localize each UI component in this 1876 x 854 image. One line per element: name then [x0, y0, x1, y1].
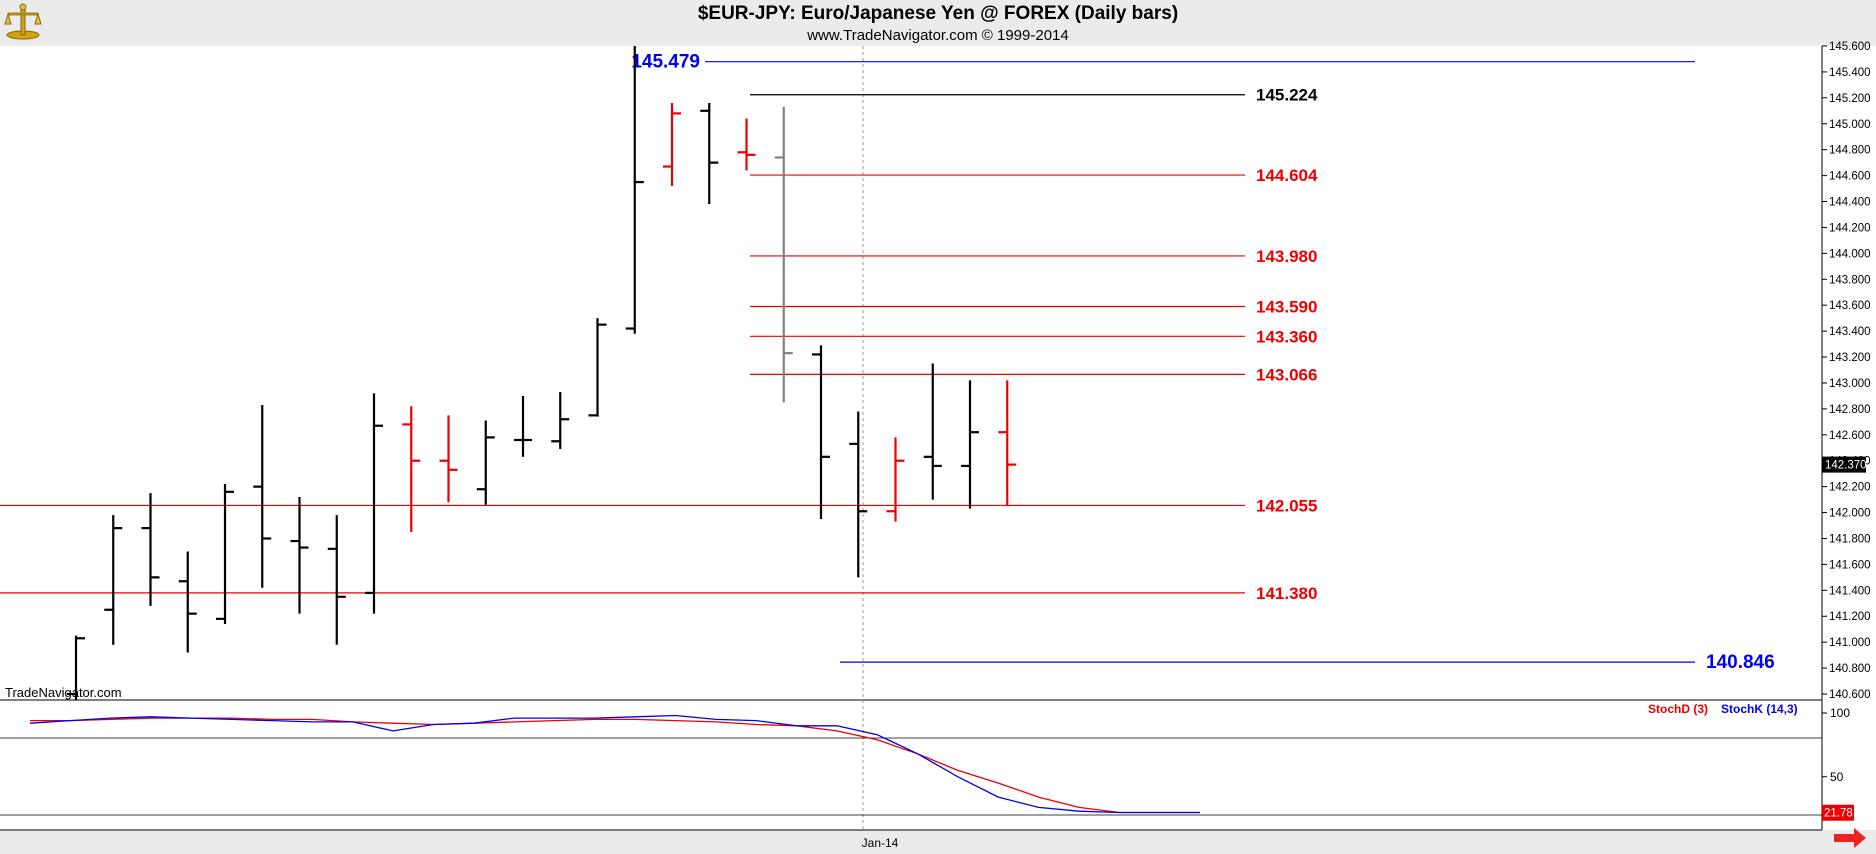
- y-tick-label: 143.200: [1829, 352, 1871, 364]
- last-price-tag: [1822, 456, 1866, 473]
- ohlc-bar: [365, 393, 383, 614]
- price-level-label: 142.055: [1256, 496, 1317, 515]
- ohlc-bar: [514, 395, 532, 457]
- trade-navigator-logo-icon: [4, 3, 42, 40]
- ohlc-bar: [141, 493, 160, 606]
- ohlc-bar: [849, 411, 868, 578]
- ohlc-bar: [700, 103, 719, 205]
- ohlc-bar: [923, 363, 942, 500]
- y-tick-label: 143.600: [1829, 300, 1871, 312]
- y-tick-label: 141.200: [1829, 611, 1871, 623]
- y-tick-label: 142.200: [1829, 482, 1871, 494]
- y-tick-label: 142.600: [1829, 430, 1871, 442]
- scroll-right-arrow-icon[interactable]: [1834, 828, 1866, 848]
- last-price-label: 142.370: [1825, 460, 1867, 472]
- y-tick-label: 141.600: [1829, 559, 1871, 571]
- y-tick-label: 145.600: [1829, 41, 1871, 53]
- ohlc-bar: [886, 437, 905, 522]
- stoch-series-line: [29, 714, 1200, 814]
- stoch-legend-item: StochK (14,3): [1721, 702, 1798, 716]
- date-label: Jan-14: [862, 836, 899, 850]
- price-level-label: 144.604: [1256, 166, 1318, 185]
- y-tick-label: 144.400: [1829, 197, 1871, 209]
- price-level-label: 145.479: [631, 52, 700, 73]
- ohlc-bar: [104, 515, 123, 645]
- y-tick-label: 141.000: [1829, 637, 1871, 649]
- ohlc-bars: [67, 46, 1017, 701]
- y-tick-label: 144.200: [1829, 222, 1871, 234]
- y-tick-label: 145.000: [1829, 119, 1871, 131]
- stoch-series-line: [30, 717, 1200, 814]
- y-tick-label: 142.800: [1829, 404, 1871, 416]
- price-axis: 145.600 145.400 145.200 145.000 144.800 144.6…: [1822, 41, 1871, 701]
- price-level-label: 143.066: [1256, 365, 1317, 384]
- y-tick-label: 141.800: [1829, 533, 1871, 545]
- ohlc-bar: [439, 415, 458, 503]
- price-level-label: 145.224: [1256, 86, 1318, 105]
- price-levels: 145.479 145.224 144.604 143.980 143.590 143.3…: [0, 52, 1775, 673]
- y-tick-label: 143.000: [1829, 378, 1871, 390]
- ohlc-bar: [551, 392, 570, 450]
- stoch-value-tag: [1822, 804, 1854, 821]
- watermark: TradeNavigator.com: [5, 685, 122, 700]
- ohlc-bar: [588, 318, 607, 417]
- chart-frame: [0, 46, 1876, 854]
- ohlc-bar: [178, 551, 197, 653]
- y-tick-label: 145.200: [1829, 93, 1871, 105]
- ohlc-bar: [253, 404, 272, 588]
- y-tick-label: 144.600: [1829, 171, 1871, 183]
- y-tick-label: 143.800: [1829, 274, 1871, 286]
- ohlc-bar: [812, 345, 830, 520]
- ohlc-bar: [476, 420, 495, 505]
- chart-title: $EUR-JPY: Euro/Japanese Yen @ FOREX (Dai…: [697, 3, 1179, 24]
- ohlc-bar: [402, 406, 421, 532]
- y-tick-label: 143.400: [1829, 326, 1871, 338]
- y-tick-label: 140.800: [1829, 663, 1871, 675]
- ohlc-bar: [998, 380, 1017, 507]
- date-strip: [0, 830, 1876, 854]
- ohlc-bar: [216, 484, 234, 625]
- y-tick-label: 141.400: [1829, 585, 1871, 597]
- price-level-label: 143.980: [1256, 247, 1317, 266]
- stoch-value-label: 21.78: [1824, 808, 1853, 820]
- y-tick-label: 145.400: [1829, 67, 1871, 79]
- ohlc-bar: [625, 46, 644, 334]
- price-level-label: 140.846: [1706, 652, 1775, 673]
- chart-subtitle: www.TradeNavigator.com © 1999-2014: [807, 27, 1069, 44]
- y-tick-label: 142.000: [1829, 508, 1871, 520]
- y-tick-label: 140.600: [1829, 689, 1871, 701]
- y-tick-label: 144.800: [1829, 145, 1871, 157]
- stoch-legend-item: StochD (3): [1648, 702, 1708, 716]
- price-level-label: 143.590: [1256, 297, 1317, 316]
- ohlc-bar: [67, 635, 85, 701]
- price-level-label: 143.360: [1256, 327, 1317, 346]
- ohlc-bar: [290, 497, 309, 614]
- ohlc-bar: [327, 515, 346, 645]
- stochastic-panel: StochD (3) StochK (14,3) 100 50 21.78: [0, 702, 1854, 821]
- price-level-label: 141.380: [1256, 584, 1317, 603]
- ohlc-bar: [774, 106, 793, 403]
- stoch-tick-label: 100: [1830, 706, 1850, 720]
- chart-header: [0, 0, 1876, 46]
- ohlc-bar: [961, 380, 979, 509]
- ohlc-bar: [663, 103, 681, 186]
- stoch-tick-label: 50: [1830, 770, 1844, 784]
- ohlc-bar: [737, 118, 756, 171]
- y-tick-label: 144.000: [1829, 248, 1871, 260]
